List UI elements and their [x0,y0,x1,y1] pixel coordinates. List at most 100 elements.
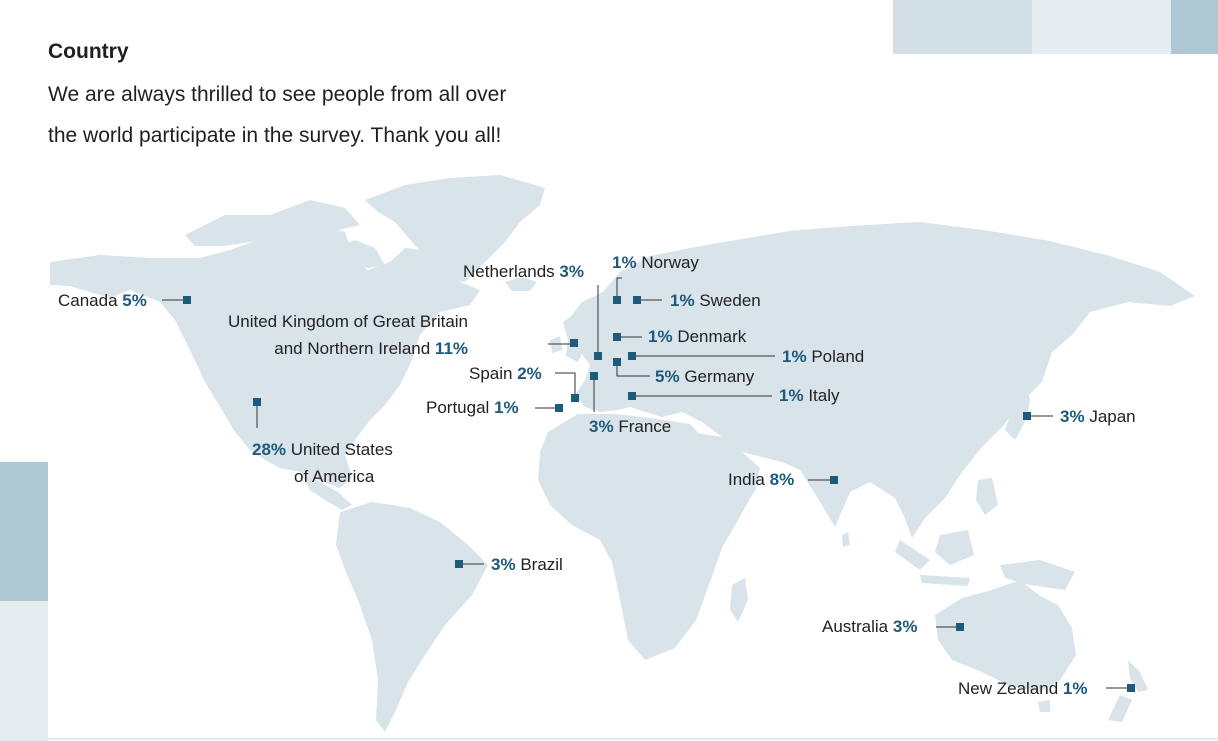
decor-block-left-2 [0,601,48,741]
country-percent: 5% [122,291,147,310]
country-percent: 1% [612,253,637,272]
marker-japan [1023,412,1031,420]
country-name: Canada [58,291,118,310]
callout-italy: 1% Italy [779,386,840,406]
marker-uk [570,339,578,347]
callout-australia: Australia 3% [822,617,917,637]
new-guinea-landmass [1000,560,1075,590]
arabian-peninsula-landmass [690,432,760,500]
callout-netherlands: Netherlands 3% [463,262,584,282]
callout-spain: Spain 2% [469,364,542,384]
callout-denmark: 1% Denmark [648,327,746,347]
decor-block-top-2 [1032,0,1171,54]
country-name-line-2: of America [294,467,375,486]
country-percent: 1% [1062,679,1088,698]
country-name: Norway [641,253,699,272]
country-name: Denmark [677,327,747,346]
marker-sweden [633,296,641,304]
japan-landmass [1005,375,1030,440]
leader-germany [616,363,650,377]
country-name: Germany [684,367,755,386]
description-line-2: the world participate in the survey. Tha… [48,124,502,147]
country-name: Italy [808,386,840,405]
new-zealand-south-landmass [1108,695,1132,722]
country-name: France [618,417,672,436]
country-percent: 8% [769,470,795,489]
callout-sweden: 1% Sweden [670,291,761,311]
central-america-landmass [300,472,352,510]
marker-denmark [613,333,621,341]
marker-new-zealand [1127,684,1135,692]
marker-italy [628,392,636,400]
country-name: Portugal [426,398,490,417]
leader-norway [616,277,622,298]
country-percent: 1% [782,347,807,366]
marker-netherlands [594,352,602,360]
callout-canada: Canada 5% [58,291,147,311]
decor-block-top-1 [893,0,1032,54]
marker-spain [571,394,579,402]
country-percent: 3% [491,555,516,574]
section-description: We are always thrilled to see people fro… [48,74,568,156]
north-america-landmass [50,225,480,488]
great-britain-landmass [563,315,586,362]
callout-japan: 3% Japan [1060,407,1136,427]
marker-india [830,476,838,484]
country-name: India [728,470,765,489]
eurasia-landmass [568,222,1195,538]
marker-portugal [555,404,563,412]
philippines-landmass [976,478,998,515]
callout-poland: 1% Poland [782,347,864,367]
sumatra-landmass [895,540,930,570]
marker-usa [253,398,261,406]
scandinavia-landmass [598,256,670,330]
country-name: Netherlands [463,262,555,281]
country-percent: 1% [494,398,519,417]
marker-france [590,372,598,380]
callout-uk: United Kingdom of Great Britain and Nort… [228,308,468,362]
bottom-divider [48,738,1218,740]
decor-block-top-3 [1171,0,1218,54]
country-percent: 1% [779,386,804,405]
arctic-islands-landmass [185,200,360,246]
greenland-landmass [365,175,545,282]
java-landmass [920,575,970,586]
country-name: Australia [822,617,889,636]
callout-new-zealand: New Zealand 1% [958,679,1087,699]
leader-spain [555,372,576,396]
country-name: Japan [1089,407,1136,426]
country-percent: 3% [892,617,918,636]
marker-norway [613,296,621,304]
callout-germany: 5% Germany [655,367,754,387]
country-percent: 3% [559,262,584,281]
callout-portugal: Portugal 1% [426,398,519,418]
callout-brazil: 3% Brazil [491,555,563,575]
country-name: New Zealand [958,679,1059,698]
country-markers [183,296,1135,692]
country-name-line-1: United States [290,440,393,459]
country-percent: 11% [434,339,469,358]
country-percent: 3% [1060,407,1085,426]
new-zealand-north-landmass [1128,660,1148,692]
country-name-line-1: United Kingdom of Great Britain [228,312,469,331]
country-percent: 28% [252,440,287,459]
marker-poland [628,352,636,360]
country-name: Poland [811,347,865,366]
callout-india: India 8% [728,470,794,490]
landmasses [50,175,1195,732]
country-percent: 1% [670,291,695,310]
country-percent: 3% [589,417,614,436]
callout-norway: 1% Norway [612,253,699,273]
australia-landmass [935,580,1076,692]
sri-lanka-landmass [842,532,850,547]
iceland-landmass [505,277,537,291]
africa-landmass [538,414,755,660]
country-name: Spain [469,364,513,383]
marker-australia [956,623,964,631]
tasmania-landmass [1038,700,1050,712]
country-name-line-2: and Northern Ireland [274,339,431,358]
borneo-landmass [935,530,974,565]
country-percent: 2% [517,364,542,383]
country-name: Sweden [699,291,761,310]
